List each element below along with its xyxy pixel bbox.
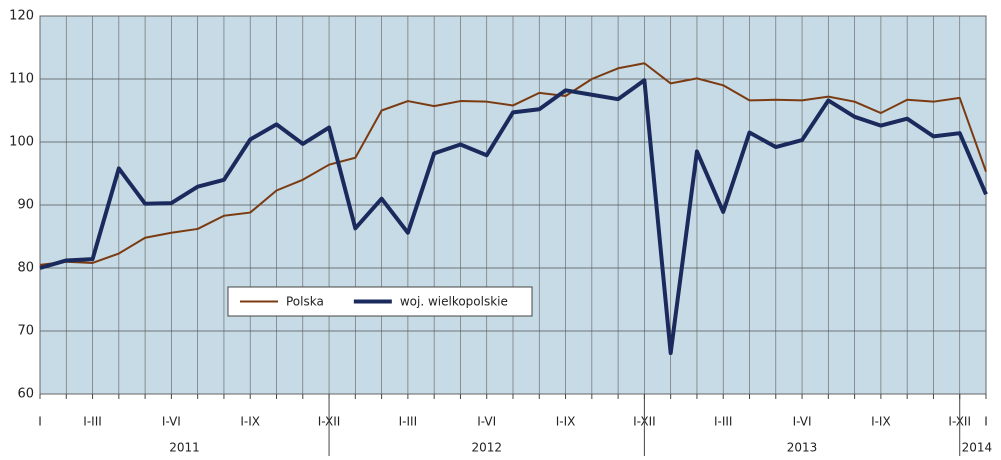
x-tick-label: I-IX	[240, 415, 260, 429]
y-tick-label: 70	[17, 324, 34, 339]
y-tick-label: 100	[9, 135, 34, 150]
y-tick-label: 60	[17, 387, 34, 402]
y-tick-label: 80	[17, 261, 34, 276]
year-label: 2011	[169, 441, 200, 455]
legend: Polska woj. wielkopolskie	[227, 286, 533, 317]
x-tick-label: I-IX	[556, 415, 576, 429]
legend-label: Polska	[286, 295, 324, 309]
x-tick-label: I-IX	[871, 415, 891, 429]
x-tick-label: I-VI	[162, 415, 181, 429]
x-tick-label: I-III	[714, 415, 733, 429]
y-tick-label: 120	[9, 9, 34, 24]
year-label: 2014	[962, 441, 993, 455]
y-tick-label: 110	[9, 72, 34, 87]
legend-label: woj. wielkopolskie	[400, 295, 508, 309]
x-tick-label: I	[984, 415, 988, 429]
y-tick-label: 90	[17, 198, 34, 213]
series-line	[39, 78, 988, 356]
year-label: 2012	[471, 441, 502, 455]
x-tick-label: I-VI	[477, 415, 496, 429]
x-tick-label: I	[38, 415, 42, 429]
series-line	[39, 62, 987, 266]
year-label: 2013	[787, 441, 818, 455]
x-tick-label: I-VI	[793, 415, 812, 429]
x-tick-label: I-III	[399, 415, 418, 429]
x-tick-label: I-III	[83, 415, 102, 429]
